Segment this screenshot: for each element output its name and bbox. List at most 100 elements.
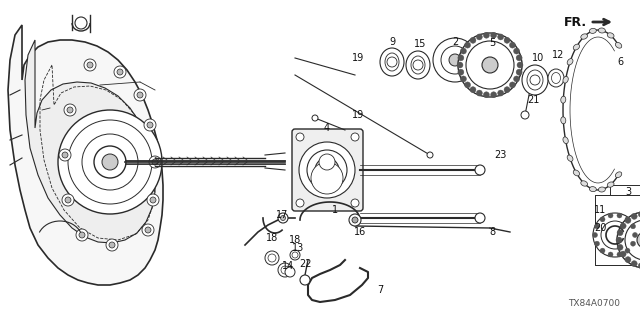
Ellipse shape: [561, 96, 566, 103]
Text: 23: 23: [494, 150, 506, 160]
Text: TX84A0700: TX84A0700: [568, 299, 620, 308]
Text: 17: 17: [276, 210, 288, 220]
Circle shape: [620, 251, 626, 257]
Circle shape: [265, 251, 279, 265]
Ellipse shape: [580, 181, 588, 186]
Circle shape: [476, 34, 483, 40]
Text: 5: 5: [489, 38, 495, 48]
Circle shape: [630, 241, 636, 246]
Circle shape: [278, 263, 292, 277]
Circle shape: [475, 165, 485, 175]
Circle shape: [142, 224, 154, 236]
Ellipse shape: [573, 44, 580, 50]
Circle shape: [458, 33, 522, 97]
Circle shape: [458, 69, 464, 75]
Circle shape: [625, 248, 630, 253]
Circle shape: [491, 32, 497, 38]
Circle shape: [530, 75, 540, 85]
Circle shape: [300, 275, 310, 285]
Text: 19: 19: [352, 110, 364, 120]
Ellipse shape: [573, 170, 580, 176]
Ellipse shape: [580, 34, 588, 39]
Circle shape: [281, 266, 289, 274]
Polygon shape: [8, 25, 163, 285]
Circle shape: [625, 217, 631, 223]
Circle shape: [150, 197, 156, 203]
Ellipse shape: [616, 172, 622, 178]
Ellipse shape: [385, 53, 399, 71]
Ellipse shape: [552, 73, 561, 84]
Ellipse shape: [527, 70, 543, 90]
Ellipse shape: [567, 59, 573, 65]
Text: 8: 8: [489, 227, 495, 237]
Circle shape: [87, 62, 93, 68]
Text: 21: 21: [527, 95, 539, 105]
Circle shape: [351, 133, 359, 141]
Circle shape: [465, 42, 470, 48]
Circle shape: [311, 162, 343, 194]
Text: 1: 1: [332, 205, 338, 215]
Circle shape: [82, 134, 138, 190]
Circle shape: [59, 149, 71, 161]
Text: 7: 7: [377, 285, 383, 295]
Circle shape: [307, 150, 347, 190]
Ellipse shape: [522, 65, 548, 95]
Circle shape: [608, 252, 613, 257]
Circle shape: [593, 213, 637, 257]
Circle shape: [595, 224, 600, 229]
Circle shape: [498, 90, 504, 96]
Ellipse shape: [589, 28, 596, 33]
Circle shape: [517, 62, 523, 68]
Circle shape: [616, 237, 622, 243]
Bar: [595, 195, 640, 265]
Circle shape: [509, 82, 515, 88]
Text: 13: 13: [292, 243, 304, 253]
Circle shape: [312, 115, 318, 121]
Circle shape: [433, 38, 477, 82]
Text: 4: 4: [324, 123, 330, 133]
Circle shape: [504, 87, 510, 93]
FancyBboxPatch shape: [292, 129, 363, 211]
Circle shape: [149, 156, 161, 168]
Circle shape: [349, 214, 361, 226]
Circle shape: [296, 199, 304, 207]
Circle shape: [617, 252, 622, 257]
Text: 22: 22: [299, 259, 311, 269]
Circle shape: [617, 230, 623, 236]
Circle shape: [483, 92, 490, 98]
Circle shape: [521, 111, 529, 119]
Circle shape: [58, 110, 162, 214]
Circle shape: [94, 146, 126, 178]
Circle shape: [137, 92, 143, 98]
Circle shape: [600, 217, 605, 222]
Circle shape: [460, 76, 467, 82]
Circle shape: [62, 194, 74, 206]
Circle shape: [466, 41, 514, 89]
Circle shape: [268, 254, 276, 262]
Circle shape: [608, 213, 613, 218]
Ellipse shape: [598, 187, 605, 192]
Text: 2: 2: [452, 37, 458, 47]
Circle shape: [102, 154, 118, 170]
Circle shape: [504, 37, 510, 43]
Ellipse shape: [563, 137, 568, 144]
Circle shape: [630, 224, 636, 229]
Circle shape: [476, 90, 483, 96]
Circle shape: [482, 57, 498, 73]
Circle shape: [470, 37, 476, 43]
Circle shape: [491, 92, 497, 98]
Circle shape: [458, 55, 464, 61]
Circle shape: [67, 107, 73, 113]
Circle shape: [147, 122, 153, 128]
Circle shape: [351, 199, 359, 207]
Circle shape: [475, 213, 485, 223]
Circle shape: [513, 48, 520, 54]
Circle shape: [625, 220, 640, 260]
Circle shape: [352, 217, 358, 223]
Circle shape: [465, 82, 470, 88]
Text: FR.: FR.: [564, 15, 587, 28]
Circle shape: [109, 242, 115, 248]
Circle shape: [319, 154, 335, 170]
Circle shape: [76, 229, 88, 241]
Text: 18: 18: [289, 235, 301, 245]
